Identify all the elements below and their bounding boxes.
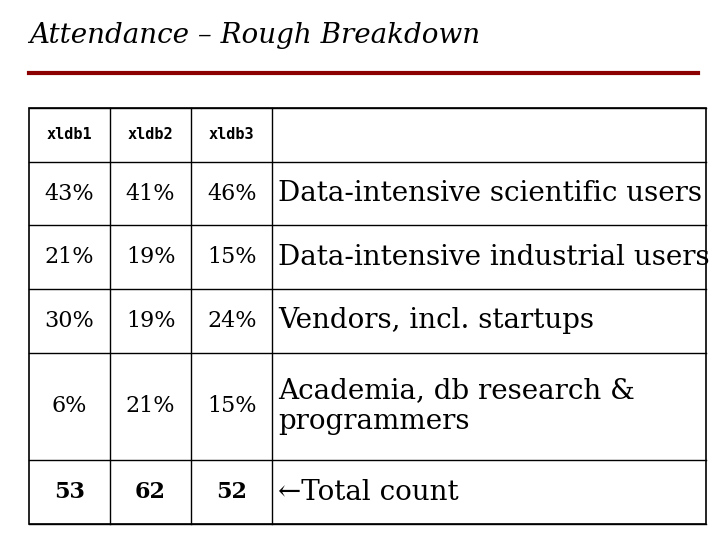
Text: 19%: 19%: [126, 310, 176, 332]
Text: 43%: 43%: [45, 183, 94, 205]
Text: Attendance – Rough Breakdown: Attendance – Rough Breakdown: [29, 22, 480, 49]
Text: 15%: 15%: [207, 246, 256, 268]
Text: xldb1: xldb1: [47, 127, 92, 143]
Text: Vendors, incl. startups: Vendors, incl. startups: [278, 307, 594, 334]
Text: 24%: 24%: [207, 310, 256, 332]
FancyBboxPatch shape: [29, 108, 706, 524]
Text: 46%: 46%: [207, 183, 256, 205]
Text: xldb3: xldb3: [209, 127, 255, 143]
Text: 41%: 41%: [126, 183, 176, 205]
Text: Data-intensive industrial users: Data-intensive industrial users: [278, 244, 710, 271]
Text: 53: 53: [54, 481, 85, 503]
Text: 15%: 15%: [207, 395, 256, 417]
Text: Data-intensive scientific users: Data-intensive scientific users: [278, 180, 702, 207]
Text: xldb2: xldb2: [128, 127, 174, 143]
Text: 52: 52: [216, 481, 248, 503]
Text: 6%: 6%: [52, 395, 87, 417]
Text: 30%: 30%: [45, 310, 94, 332]
Text: 21%: 21%: [45, 246, 94, 268]
Text: Academia, db research &
programmers: Academia, db research & programmers: [278, 377, 635, 435]
Text: 21%: 21%: [126, 395, 176, 417]
Text: 19%: 19%: [126, 246, 176, 268]
Text: 62: 62: [135, 481, 166, 503]
Text: ←Total count: ←Total count: [278, 478, 459, 505]
